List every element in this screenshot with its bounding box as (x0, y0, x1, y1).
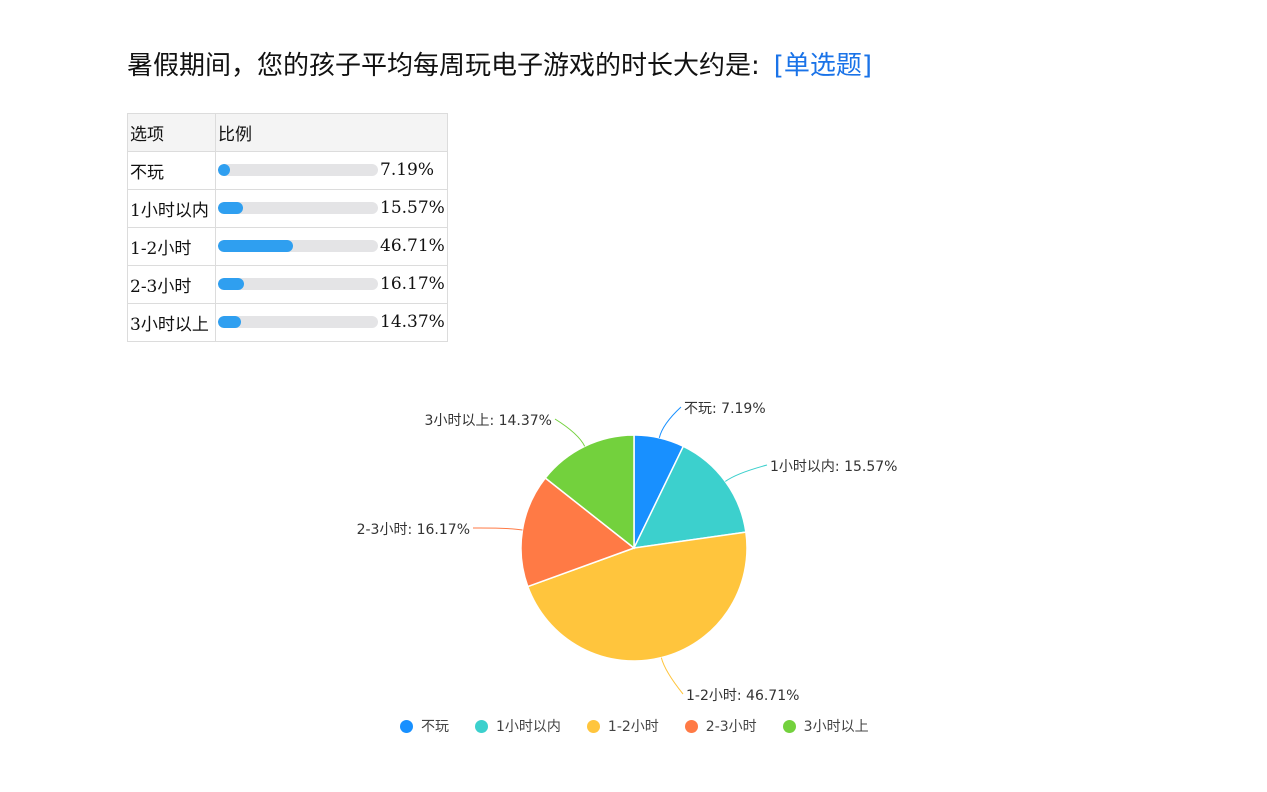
table-row: 3小时以上 14.37% (127, 303, 448, 342)
pie-slice[interactable] (632, 445, 747, 549)
bar-fill (218, 278, 244, 290)
legend-label: 3小时以上 (803, 719, 869, 735)
bar-track (218, 164, 378, 176)
percent-label: 14.37% (380, 312, 445, 332)
option-label: 1-2小时 (127, 227, 216, 266)
leader-line (725, 464, 768, 482)
legend-item[interactable]: 不玩 (400, 716, 449, 736)
stats-table: 选项 比例 不玩 7.19% 1小时以内 15.57% 1-2小时 46.71% 2-3小时… (127, 113, 448, 342)
bar-fill (218, 240, 293, 252)
bar-fill (218, 202, 243, 214)
bar-fill (218, 316, 241, 328)
legend-label: 1小时以内 (496, 719, 561, 735)
bar-track (218, 202, 378, 214)
slice-label: 1-2小时: 46.71% (686, 688, 799, 704)
ratio-bar: 15.57% (218, 198, 445, 218)
ratio-bar: 46.71% (218, 236, 445, 256)
legend-dot-icon (400, 719, 413, 733)
bar-track (218, 240, 378, 252)
legend-item[interactable]: 2-3小时 (684, 716, 757, 736)
option-label: 3小时以上 (127, 303, 216, 342)
ratio-cell: 14.37% (215, 303, 448, 342)
legend-dot-icon (475, 719, 488, 733)
slice-label: 3小时以上: 14.37% (425, 413, 552, 429)
ratio-bar: 14.37% (218, 312, 445, 332)
legend-item[interactable]: 1小时以内 (475, 716, 561, 736)
leader-line (658, 406, 682, 438)
table-header-row: 选项 比例 (127, 113, 448, 152)
ratio-bar: 7.19% (218, 160, 434, 180)
legend-dot-icon (586, 719, 600, 733)
table-row: 不玩 7.19% (127, 151, 448, 190)
table-row: 2-3小时 16.17% (127, 265, 448, 304)
header-ratio: 比例 (215, 113, 448, 152)
chart-legend: 不玩 1小时以内 1-2小时 2-3小时 3小时以上 (400, 716, 869, 736)
option-label: 2-3小时 (127, 265, 216, 304)
question-type-label: [单选题] (773, 51, 873, 81)
header-option: 选项 (127, 113, 216, 152)
slice-label: 2-3小时: 16.17% (357, 522, 470, 538)
legend-item[interactable]: 3小时以上 (782, 716, 869, 736)
option-label: 不玩 (127, 151, 216, 190)
question-text: 暑假期间，您的孩子平均每周玩电子游戏的时长大约是: (127, 51, 760, 81)
legend-label: 2-3小时 (705, 719, 757, 735)
pie-slice[interactable] (526, 531, 748, 662)
pie-slice[interactable] (520, 476, 636, 588)
bar-track (218, 278, 378, 290)
ratio-cell: 7.19% (215, 151, 448, 190)
legend-item[interactable]: 1-2小时 (586, 716, 659, 736)
legend-dot-icon (782, 719, 796, 733)
percent-label: 46.71% (380, 236, 445, 256)
ratio-bar: 16.17% (218, 274, 445, 294)
slice-label: 不玩: 7.19% (684, 401, 766, 417)
slice-label: 1小时以内: 15.57% (770, 459, 897, 475)
leader-line (554, 418, 586, 447)
bar-track (218, 316, 378, 328)
question-title: 暑假期间，您的孩子平均每周玩电子游戏的时长大约是: [单选题] (127, 46, 872, 86)
percent-label: 7.19% (380, 160, 435, 180)
percent-label: 15.57% (380, 198, 445, 218)
leader-line (660, 657, 684, 695)
leader-line (472, 527, 523, 531)
bar-fill (218, 164, 230, 176)
percent-label: 16.17% (380, 274, 445, 294)
legend-label: 1-2小时 (607, 719, 659, 735)
ratio-cell: 16.17% (215, 265, 448, 304)
legend-label: 不玩 (421, 719, 449, 735)
legend-dot-icon (684, 719, 698, 733)
